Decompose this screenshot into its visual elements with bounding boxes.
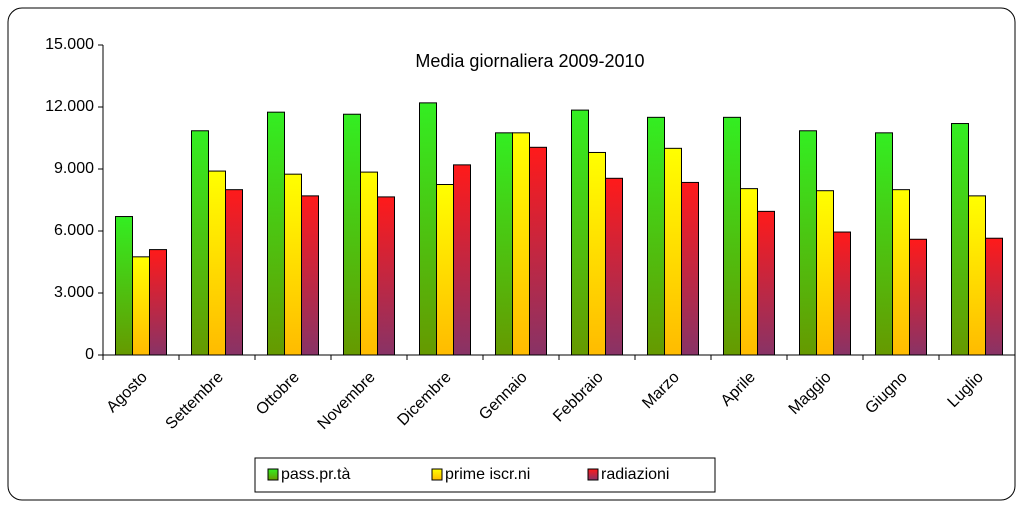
y-tick-label: 12.000 xyxy=(45,98,94,115)
bar xyxy=(647,116,665,356)
y-tick-label: 15.000 xyxy=(45,36,94,53)
bar xyxy=(799,130,817,356)
bar xyxy=(512,132,530,356)
bar xyxy=(453,164,471,356)
legend: pass.pr.tà prime iscr.ni radiazioni xyxy=(267,466,669,483)
bar xyxy=(360,171,378,356)
bar xyxy=(301,195,319,356)
bar xyxy=(284,173,302,356)
legend-swatch xyxy=(267,468,279,481)
bar xyxy=(225,189,243,356)
legend-swatch xyxy=(587,468,599,481)
legend-label: pass.pr.tà xyxy=(281,466,350,483)
bar xyxy=(951,123,969,356)
bar xyxy=(343,113,361,356)
bar xyxy=(816,190,834,356)
bar xyxy=(892,189,910,356)
y-tick-label: 3.000 xyxy=(54,284,94,301)
bar xyxy=(664,147,682,356)
bar xyxy=(571,109,589,356)
legend-box xyxy=(254,457,716,493)
bar xyxy=(419,102,437,356)
bar xyxy=(681,181,699,356)
bar xyxy=(529,146,547,356)
legend-label: radiazioni xyxy=(601,466,669,483)
bar xyxy=(968,195,986,356)
bar xyxy=(909,238,927,356)
y-tick-label: 0 xyxy=(85,346,94,363)
bar xyxy=(833,231,851,356)
y-tick-label: 6.000 xyxy=(54,222,94,239)
bar xyxy=(495,132,513,356)
bar xyxy=(208,170,226,356)
bar xyxy=(605,177,623,356)
bar xyxy=(149,249,167,356)
bar xyxy=(985,237,1003,356)
bar xyxy=(757,210,775,356)
bar xyxy=(267,111,285,356)
bar xyxy=(588,151,606,356)
bar xyxy=(115,216,133,356)
legend-swatch xyxy=(431,468,443,481)
bar xyxy=(723,116,741,356)
bar xyxy=(191,130,209,356)
bar xyxy=(875,132,893,356)
chart-title: Media giornaliera 2009-2010 xyxy=(415,51,644,71)
bar xyxy=(377,196,395,356)
bar xyxy=(132,256,150,356)
bar xyxy=(436,184,454,356)
legend-label: prime iscr.ni xyxy=(445,466,530,483)
y-tick-label: 9.000 xyxy=(54,160,94,177)
bar xyxy=(740,188,758,356)
